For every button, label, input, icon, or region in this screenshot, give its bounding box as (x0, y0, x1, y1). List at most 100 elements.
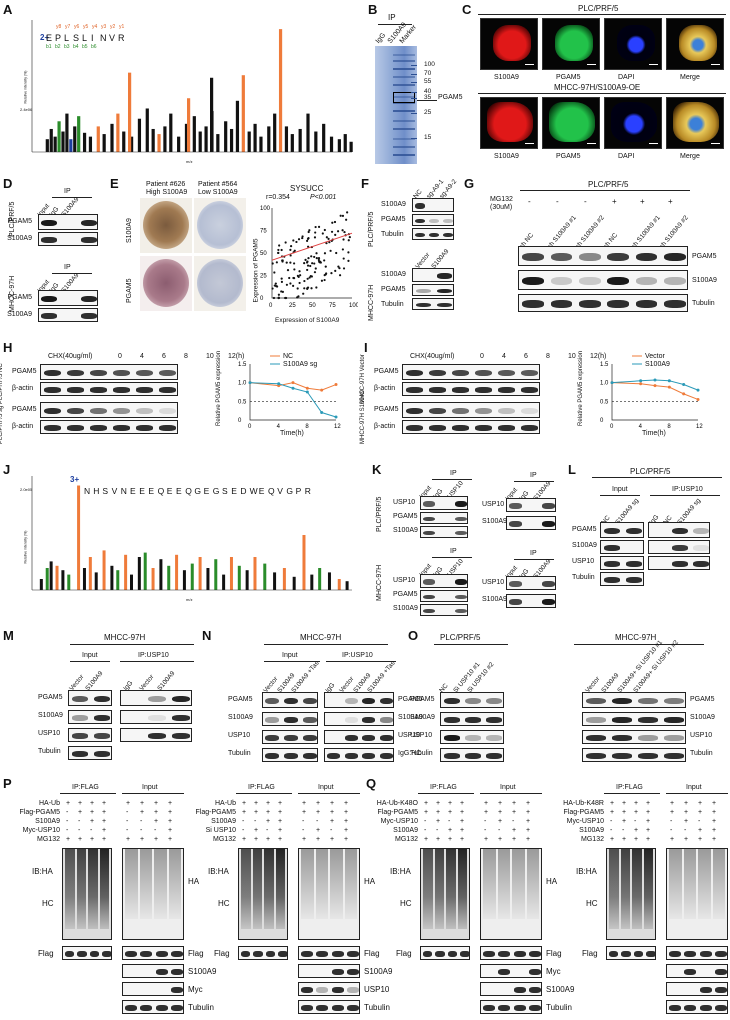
n-row: USP10 (228, 732, 251, 739)
a-peak (267, 126, 271, 152)
f-row2: Tubulin (381, 301, 404, 308)
a-peak (137, 118, 142, 152)
j-peak (182, 570, 186, 590)
tick: 0 (248, 424, 252, 430)
series-line (611, 379, 699, 391)
a-peak (49, 128, 53, 152)
p-sign: + (254, 836, 259, 843)
panel-label-n: N (202, 628, 212, 643)
a-peak (53, 136, 57, 152)
q-in-row (666, 1000, 728, 1014)
q-flag-ip (606, 946, 656, 960)
series-point (639, 382, 643, 386)
h-ylabel: Relative PGAM5 expression (216, 350, 222, 426)
b-gel-band (393, 146, 415, 148)
q-sign: + (698, 809, 703, 816)
b-marker: 25 (424, 109, 432, 116)
e-point (325, 236, 328, 239)
h-row: β-actin (12, 385, 34, 392)
c-label: Merge (680, 153, 700, 160)
a-residue: E (46, 33, 53, 43)
q-cond: S100A9 (393, 827, 418, 834)
q-ip-blot (420, 848, 470, 940)
panel-label-q: Q (366, 776, 377, 791)
a-peak (128, 72, 132, 152)
a-peak (343, 134, 347, 152)
q-sign: + (646, 827, 651, 834)
p-ha: HA (188, 877, 200, 886)
k-row: PGAM5 (393, 591, 418, 598)
q-sign: - (634, 818, 637, 825)
a-y-ion: y8 (56, 24, 62, 30)
g-mg132: MG132 (490, 196, 513, 203)
q-flag-r: Flag (546, 949, 562, 958)
e-point (304, 258, 307, 261)
b-marker: 70 (424, 70, 432, 77)
p-row: S100A9 (188, 967, 217, 976)
e-p1s: High S100A9 (146, 189, 188, 196)
q-flag-ip (420, 946, 470, 960)
j-ytop: 2.0e05 (20, 487, 33, 492)
q-input: Input (500, 784, 516, 791)
q-cond: Flag-PGAM5 (377, 809, 418, 816)
e-point (341, 214, 345, 217)
m-row: USP10 (38, 730, 61, 737)
j-residue: Q (157, 486, 165, 496)
i-legend: Vector (645, 353, 665, 360)
q-sign: + (610, 800, 615, 807)
q-sign: + (684, 818, 689, 825)
series-point (305, 386, 309, 390)
n-blot-usp10-in (262, 730, 318, 744)
p-cond: MG132 (37, 836, 60, 843)
p-row: Tubulin (188, 1003, 214, 1012)
h-chx: CHX(40ug/ml) (48, 353, 93, 360)
f-blot1 (412, 198, 454, 212)
p-ib: IB:HA (32, 867, 53, 876)
e-point (284, 296, 287, 300)
n-row-right: PGAM5 (398, 696, 423, 703)
q-sign: + (622, 818, 627, 825)
e-point (286, 269, 290, 272)
e-point (313, 236, 317, 239)
p-sign: - (66, 818, 69, 825)
p-sign: + (154, 800, 159, 807)
e-point (303, 261, 306, 265)
series-point (682, 383, 686, 387)
h-time: 8 (184, 353, 188, 360)
p-sign: - (302, 827, 305, 834)
q-sign: + (424, 800, 429, 807)
p-sign: + (254, 827, 259, 834)
f-row: S100A9 (381, 201, 406, 208)
e-point (334, 269, 337, 272)
panel-label-p: P (3, 776, 12, 791)
h-blot-a2 (40, 382, 178, 396)
q-sign: + (498, 836, 503, 843)
e-point (301, 235, 304, 238)
c-image-1-1 (542, 97, 600, 149)
q-ip-blot (606, 848, 656, 940)
q-sign: + (460, 800, 465, 807)
k-blot-s100a9b (506, 594, 556, 608)
o-row2: S100A9 (690, 714, 715, 721)
e-point (347, 259, 350, 262)
n-ipusp: IP:USP10 (342, 652, 373, 659)
tick: 4 (277, 424, 281, 430)
e-point (297, 275, 300, 278)
series-point (277, 382, 281, 386)
e-point (319, 261, 322, 264)
a-peak (82, 132, 87, 152)
p-hc: HC (42, 899, 54, 908)
k-blot-pgam5 (420, 512, 468, 524)
j-residue: E (148, 486, 155, 496)
f-blot5 (412, 284, 454, 296)
e-point (314, 225, 317, 229)
e-point (271, 287, 274, 290)
j-peak (310, 574, 314, 590)
m-row: S100A9 (38, 712, 63, 719)
p-sign: + (140, 836, 145, 843)
e-ytick: 0 (260, 296, 264, 302)
a-peak (306, 113, 310, 152)
p-sign: + (66, 836, 71, 843)
i-chart: 0 0.5 1.0 1.5 0 4 8 12 (600, 355, 703, 430)
m-blot-s100a9-ip (120, 710, 192, 724)
